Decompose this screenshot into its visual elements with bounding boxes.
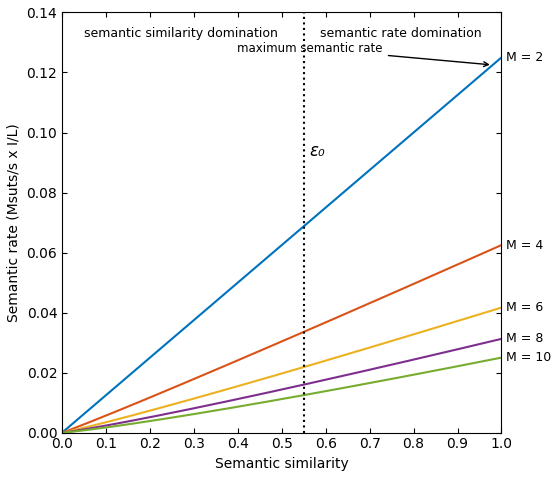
Y-axis label: Semantic rate (Msuts/s x I/L): Semantic rate (Msuts/s x I/L) (7, 123, 21, 322)
Text: semantic similarity domination: semantic similarity domination (84, 27, 278, 41)
Text: M = 8: M = 8 (506, 332, 543, 345)
Text: M = 6: M = 6 (506, 301, 543, 314)
X-axis label: Semantic similarity: Semantic similarity (215, 457, 349, 471)
Text: M = 2: M = 2 (506, 51, 543, 64)
Text: maximum semantic rate: maximum semantic rate (237, 42, 488, 66)
Text: M = 10: M = 10 (506, 351, 551, 364)
Text: M = 4: M = 4 (506, 239, 543, 251)
Text: ε₀: ε₀ (309, 141, 325, 160)
Text: semantic rate domination: semantic rate domination (320, 27, 481, 41)
